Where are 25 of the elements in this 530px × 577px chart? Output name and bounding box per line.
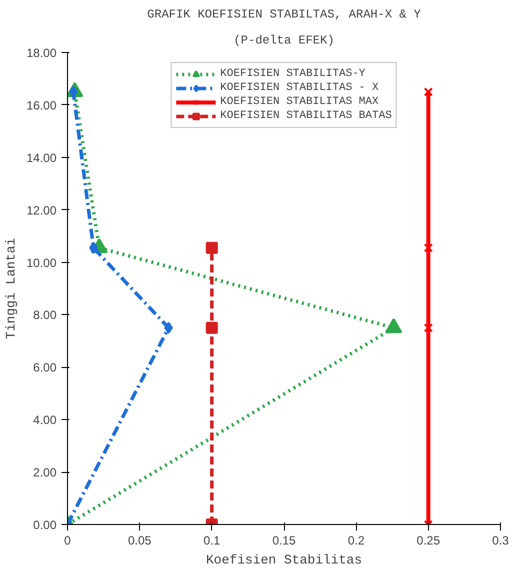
y-tick-label: 6.00 xyxy=(33,360,57,375)
y-tick-label: 12.00 xyxy=(26,203,57,218)
legend-label: KOEFISIEN STABILITAS BATAS xyxy=(220,109,392,123)
y-tick-label: 16.00 xyxy=(26,98,57,112)
y-tick-label: 2.00 xyxy=(33,466,57,480)
x-tick-label: 0 xyxy=(64,534,72,548)
x-tick-label: 0.1 xyxy=(203,534,220,548)
legend-label: KOEFISIEN STABILITAS - X xyxy=(220,81,379,95)
y-tick-label: 4.00 xyxy=(33,413,57,428)
chart-title: GRAFIK KOEFISIEN STABILTAS, ARAH-X & Y xyxy=(147,8,421,22)
y-tick-label: 8.00 xyxy=(33,308,57,322)
x-tick-label: 0.05 xyxy=(128,534,152,548)
legend-label: KOEFISIEN STABILITAS-Y xyxy=(220,67,366,81)
x-tick-label: 0.3 xyxy=(492,534,510,548)
y-tick-label: 14.00 xyxy=(26,150,57,165)
chart-subtitle: (P-delta EFEK) xyxy=(234,34,334,48)
y-tick-label: 0.00 xyxy=(33,518,57,532)
y-tick-label: 18.00 xyxy=(26,46,57,60)
legend-label: KOEFISIEN STABILITAS MAX xyxy=(220,95,379,109)
x-tick-label: 0.15 xyxy=(272,534,296,548)
y-axis-title: Tinggi Lantai xyxy=(3,238,18,340)
x-axis-title: Koefisien Stabilitas xyxy=(206,552,362,568)
x-tick-label: 0.25 xyxy=(416,534,440,548)
y-tick-label: 10.00 xyxy=(26,256,57,270)
x-tick-label: 0.2 xyxy=(348,534,365,548)
